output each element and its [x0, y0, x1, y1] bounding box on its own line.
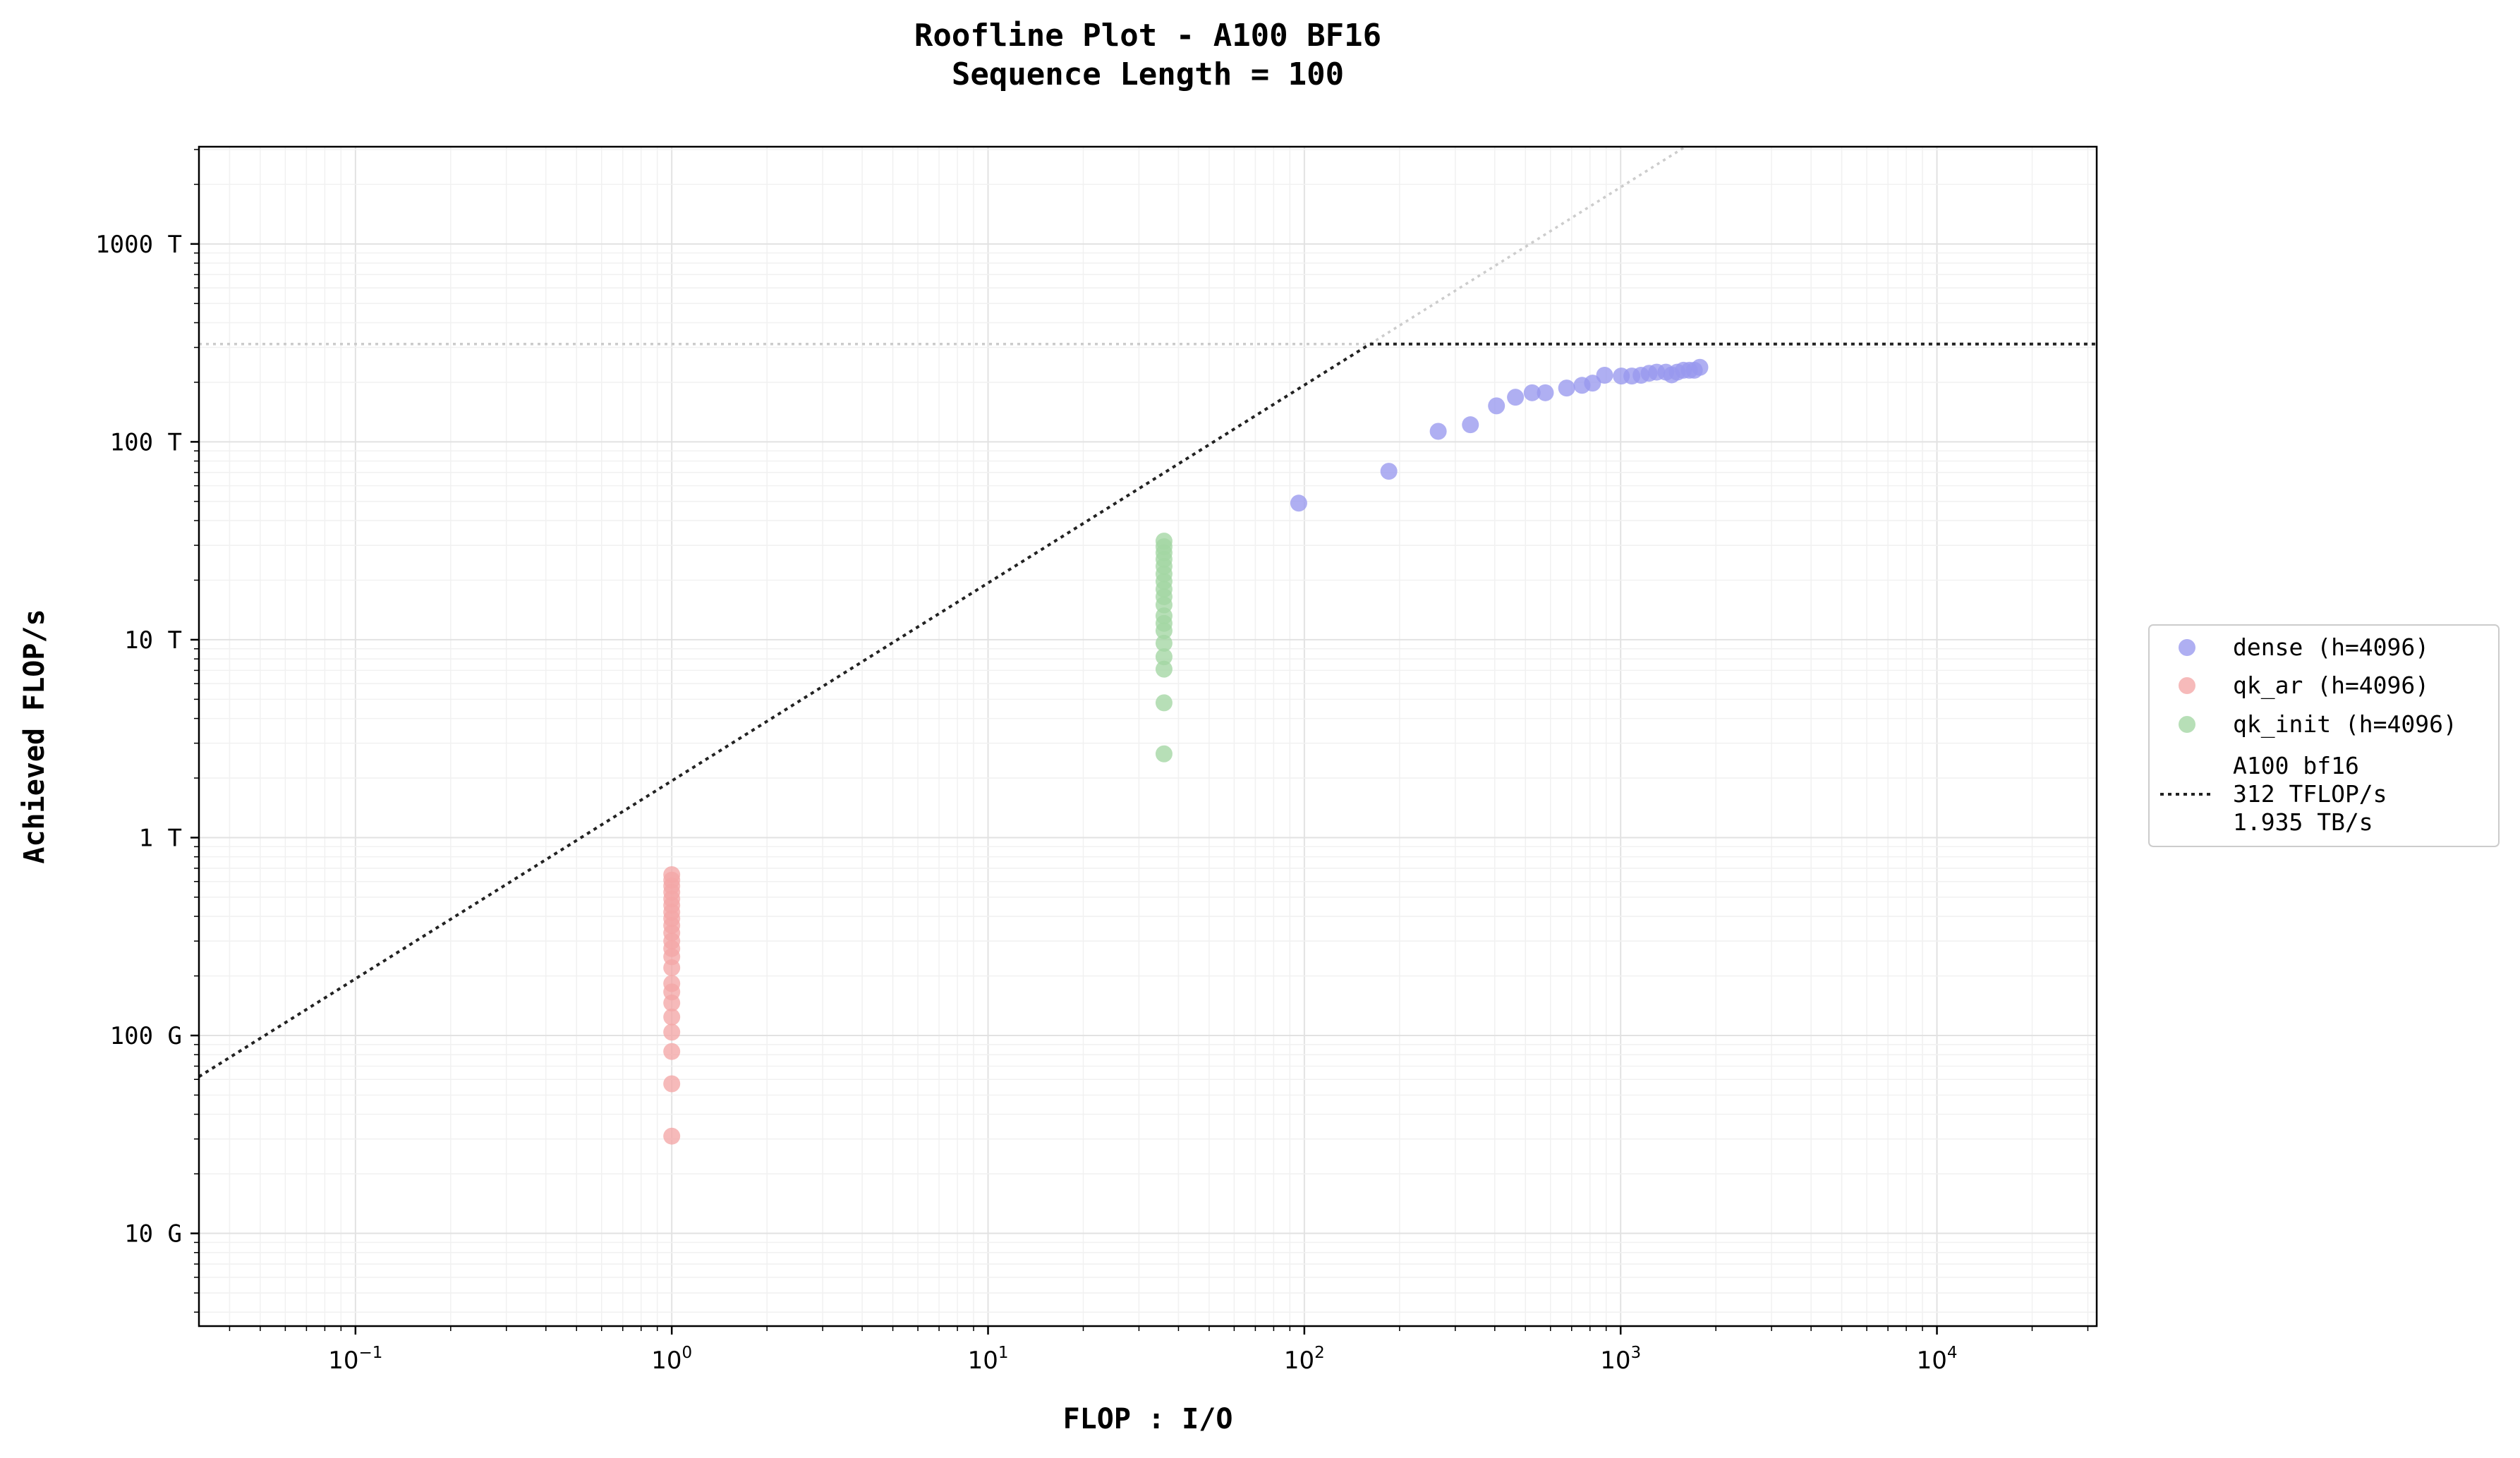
- x-axis-label: FLOP : I/O: [1063, 1403, 1233, 1435]
- x-tick-label: 102: [1284, 1344, 1325, 1375]
- x-tick-label: 104: [1917, 1344, 1958, 1375]
- legend-box: [2148, 624, 2500, 847]
- roof-bandwidth-line: [199, 343, 1371, 1079]
- series-2: [1155, 533, 1173, 763]
- y-tick-label: 100 T: [110, 428, 182, 456]
- data-point: [663, 1008, 681, 1026]
- data-point: [663, 975, 681, 992]
- x-tick-label: 101: [968, 1344, 1009, 1375]
- series-0: [1290, 358, 1709, 512]
- data-point: [1691, 358, 1709, 376]
- data-point: [1155, 648, 1173, 666]
- roof-bandwidth-extension: [1369, 147, 1686, 346]
- legend-marker-qk-ar: [2179, 677, 2195, 694]
- data-point: [663, 1043, 681, 1060]
- data-point: [663, 1127, 681, 1145]
- y-tick-label: 1 T: [139, 824, 182, 852]
- roofline-lines: [199, 147, 2097, 1079]
- data-point: [1507, 389, 1525, 406]
- data-point: [1155, 694, 1173, 712]
- data-point: [1155, 745, 1173, 763]
- legend-marker-dense: [2179, 639, 2195, 656]
- y-tick-label: 10 T: [124, 626, 182, 655]
- plot-frame: [198, 145, 2098, 1328]
- data-points: [663, 358, 1709, 1145]
- data-point: [663, 865, 681, 883]
- data-point: [1537, 384, 1554, 401]
- legend-label-qk-init: qk_init (h=4096): [2233, 710, 2457, 739]
- data-point: [1584, 375, 1601, 392]
- data-point: [1558, 379, 1575, 397]
- data-point: [1462, 416, 1479, 434]
- data-point: [1380, 463, 1398, 480]
- legend-label-qk-ar: qk_ar (h=4096): [2233, 672, 2429, 700]
- data-point: [1596, 366, 1613, 384]
- data-point: [1523, 384, 1541, 401]
- x-tick-label: 100: [651, 1344, 692, 1375]
- legend-label-dense: dense (h=4096): [2233, 633, 2429, 661]
- data-point: [663, 1075, 681, 1093]
- y-tick-label: 10 G: [124, 1220, 182, 1249]
- y-tick-label: 100 G: [110, 1022, 182, 1050]
- series-1: [663, 865, 681, 1145]
- data-point: [1429, 423, 1447, 440]
- x-tick-label: 103: [1600, 1344, 1641, 1375]
- y-axis-label: Achieved FLOP/s: [18, 609, 51, 863]
- data-point: [1488, 397, 1506, 415]
- legend-roofline-line-1: A100 bf16: [2233, 752, 2359, 779]
- legend-marker-qk-init: [2179, 716, 2195, 733]
- data-point: [1155, 533, 1173, 550]
- legend-roofline-line-3: 1.935 TB/s: [2233, 808, 2373, 836]
- grid: [199, 147, 2097, 1326]
- data-point: [1155, 634, 1173, 652]
- data-point: [1155, 660, 1173, 678]
- y-tick-label: 1000 T: [95, 231, 182, 259]
- data-point: [663, 1023, 681, 1041]
- axis-ticks: 10−1 100 101 102 103 104 10 G 100 G 1 T 10 T 100 T…: [95, 149, 2089, 1375]
- legend: dense (h=4096) qk_ar (h=4096) qk_init (h…: [2148, 624, 2500, 847]
- x-tick-label: 10−1: [328, 1344, 382, 1375]
- chart-title: Roofline Plot - A100 BF16: [914, 18, 1381, 54]
- legend-roofline-line-2: 312 TFLOP/s: [2233, 780, 2387, 808]
- chart-subtitle: Sequence Length = 100: [952, 56, 1344, 92]
- data-point: [1290, 494, 1307, 512]
